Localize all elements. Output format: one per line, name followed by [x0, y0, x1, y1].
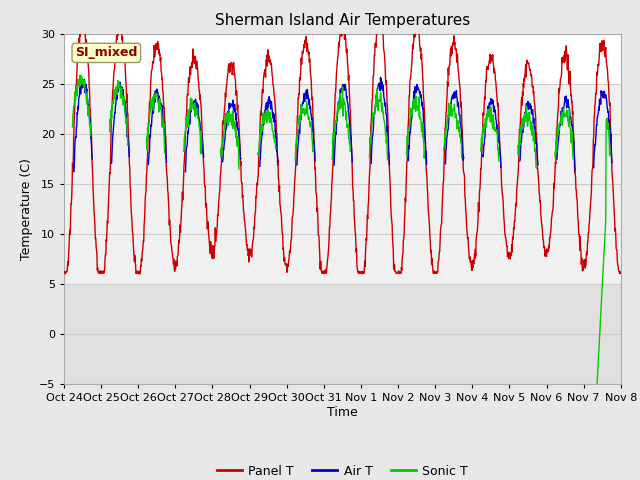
Text: SI_mixed: SI_mixed: [75, 47, 138, 60]
Y-axis label: Temperature (C): Temperature (C): [20, 158, 33, 260]
Panel T: [552, 159, 559, 165]
Panel T: [79, 15, 87, 21]
Line: Air T: Air T: [74, 77, 612, 172]
Title: Sherman Island Air Temperatures: Sherman Island Air Temperatures: [215, 13, 470, 28]
Panel T: [429, 271, 437, 276]
Panel T: [60, 269, 68, 275]
Panel T: [247, 247, 255, 252]
Bar: [64, 284, 621, 384]
Panel T: [617, 269, 625, 275]
Panel T: [172, 258, 179, 264]
X-axis label: Time: Time: [327, 406, 358, 419]
Line: Panel T: Panel T: [64, 18, 621, 274]
Legend: Panel T, Air T, Sonic T: Panel T, Air T, Sonic T: [212, 460, 473, 480]
Panel T: [185, 74, 193, 80]
Sonic T: [184, 124, 191, 130]
Line: Sonic T: Sonic T: [72, 75, 611, 389]
Bar: [64, 34, 621, 84]
Air T: [184, 129, 191, 134]
Panel T: [502, 239, 510, 245]
Panel T: [61, 271, 69, 277]
Bar: [64, 84, 621, 284]
